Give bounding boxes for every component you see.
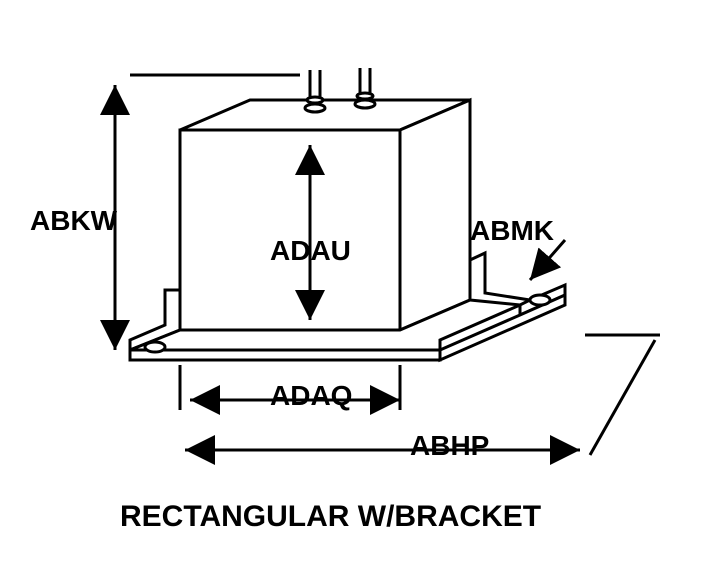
label-abmk: ABMK (470, 215, 554, 247)
technical-diagram: ABKW ADAU ABMK ADAQ ABHP RECTANGULAR W/B… (0, 0, 701, 563)
label-adau: ADAU (270, 235, 351, 267)
drawing-svg (0, 0, 701, 563)
label-abhp: ABHP (410, 430, 489, 462)
component-box (180, 100, 470, 330)
label-adaq: ADAQ (270, 380, 352, 412)
label-abkw: ABKW (30, 205, 117, 237)
diagram-title: RECTANGULAR W/BRACKET (120, 500, 541, 534)
